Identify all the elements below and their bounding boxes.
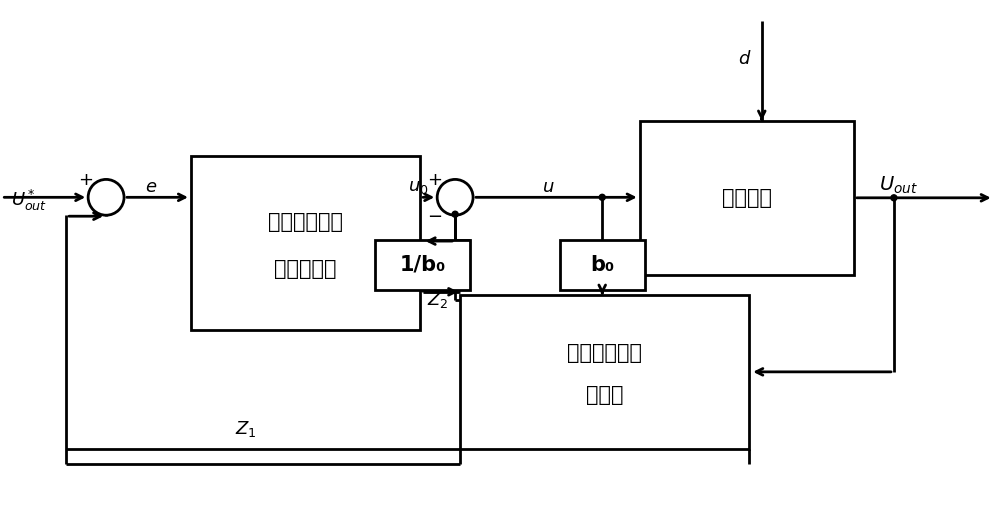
Text: $u$: $u$ bbox=[542, 178, 554, 196]
Text: 线性扩张状态: 线性扩张状态 bbox=[567, 344, 642, 363]
Bar bbox=[375, 240, 470, 290]
Text: $+$: $+$ bbox=[427, 172, 442, 189]
Text: 观测器: 观测器 bbox=[586, 385, 623, 405]
Bar bbox=[460, 295, 749, 449]
Circle shape bbox=[891, 195, 897, 201]
Text: $-$: $-$ bbox=[78, 206, 93, 224]
Text: 线性状态误差: 线性状态误差 bbox=[268, 212, 343, 232]
Text: $Z_1$: $Z_1$ bbox=[235, 419, 257, 439]
Bar bbox=[640, 121, 854, 275]
Circle shape bbox=[452, 211, 458, 217]
Text: $U^*_{out}$: $U^*_{out}$ bbox=[11, 188, 47, 213]
Text: $d$: $d$ bbox=[738, 50, 751, 68]
Text: $U_{out}$: $U_{out}$ bbox=[879, 175, 918, 196]
Bar bbox=[191, 156, 420, 330]
Bar bbox=[560, 240, 645, 290]
Text: $e$: $e$ bbox=[145, 178, 157, 196]
Circle shape bbox=[437, 179, 473, 215]
Text: 反馈控制律: 反馈控制律 bbox=[274, 259, 337, 278]
Text: $Z_2$: $Z_2$ bbox=[427, 290, 449, 310]
Circle shape bbox=[599, 194, 605, 201]
Text: 1/b₀: 1/b₀ bbox=[400, 255, 446, 275]
Text: $-$: $-$ bbox=[427, 206, 442, 224]
Text: $+$: $+$ bbox=[78, 172, 93, 189]
Text: b₀: b₀ bbox=[590, 255, 614, 275]
Text: $u_0$: $u_0$ bbox=[408, 178, 429, 196]
Circle shape bbox=[88, 179, 124, 215]
Text: 被控对象: 被控对象 bbox=[722, 188, 772, 208]
